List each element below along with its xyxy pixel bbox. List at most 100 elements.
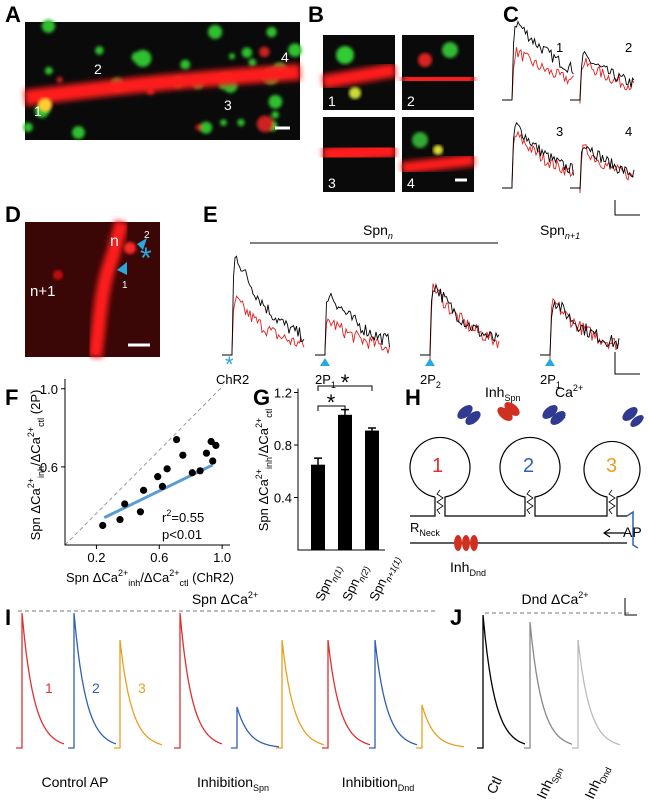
trace xyxy=(502,20,574,101)
spine-label: n+1 xyxy=(30,283,55,300)
receptor xyxy=(497,407,513,421)
panel-letter: B xyxy=(308,2,324,27)
puncta xyxy=(95,46,104,55)
condition-label: InhibitionDnd xyxy=(342,774,415,793)
receptor xyxy=(470,535,478,551)
label: Ca2+ xyxy=(555,383,583,400)
arrowhead xyxy=(545,358,555,366)
x-tick-label: 1.0 xyxy=(213,550,231,565)
condition-label: InhibitionSpn xyxy=(197,774,269,793)
spine-label: 1 xyxy=(328,93,336,109)
channel xyxy=(550,411,566,425)
spine-label: 4 xyxy=(281,49,289,65)
puncta xyxy=(266,26,277,38)
decay-trace xyxy=(524,621,573,749)
spine xyxy=(53,270,63,280)
error-bar xyxy=(314,457,322,465)
puncta xyxy=(220,119,227,126)
label: AP xyxy=(623,524,642,540)
point xyxy=(196,467,204,475)
arrow xyxy=(602,528,626,538)
trace xyxy=(420,282,500,356)
puncta xyxy=(228,53,236,60)
point xyxy=(99,521,107,530)
diagonal xyxy=(64,386,223,546)
stim-label: ChR2 xyxy=(216,372,249,387)
stim-marker: * xyxy=(140,242,152,275)
panel-c: 1 2 3 4 xyxy=(502,20,640,216)
panel-letter: A xyxy=(5,2,21,27)
puncta xyxy=(418,53,432,67)
panel-e: Spnn Spnn+1 * ChR2 2P1 2P2 2P1 xyxy=(216,222,640,390)
channel xyxy=(630,415,644,427)
point xyxy=(202,449,211,457)
spine-label: 4 xyxy=(407,175,415,191)
panel-d: n 2 1 n+1 * xyxy=(25,219,160,358)
panel-letter: C xyxy=(503,2,519,27)
spine-label: 3 xyxy=(328,175,336,191)
puncta xyxy=(72,126,85,139)
spine-label: 3 xyxy=(556,124,563,139)
y-tick-label: 0.4 xyxy=(274,491,292,506)
panel-b: 1 2 3 4 xyxy=(321,35,475,192)
bar xyxy=(338,414,352,550)
puncta xyxy=(349,87,361,99)
point xyxy=(188,469,196,477)
spine-label: n xyxy=(110,233,119,250)
decay-trace xyxy=(477,614,526,749)
decay-trace xyxy=(572,639,621,749)
y-tick-label: 0.6 xyxy=(40,460,58,475)
receptor xyxy=(454,535,462,551)
panel-letter: J xyxy=(450,605,462,630)
bar xyxy=(311,464,325,550)
group-label: Spnn xyxy=(363,222,393,241)
point xyxy=(209,457,217,465)
dendrite xyxy=(322,142,396,163)
annotation: p<0.01 xyxy=(162,527,202,542)
panel-i: Spn ΔCa2+ 1 2 3 Control AP InhibitionSpn… xyxy=(16,590,465,793)
spine-label: 4 xyxy=(625,124,632,139)
panel-letter: E xyxy=(203,202,218,227)
puncta xyxy=(433,145,443,155)
puncta xyxy=(56,76,63,83)
label: InhSpn xyxy=(485,384,520,403)
resistor xyxy=(436,489,616,515)
annotation: r2=0.55 xyxy=(162,508,204,525)
point xyxy=(116,516,124,524)
trace xyxy=(222,255,305,356)
stim-marker: * xyxy=(225,352,234,377)
panel-j: Dnd ΔCa2+ Ctl InhSpn InhDnd xyxy=(477,590,637,801)
scale-bar xyxy=(614,200,640,216)
error-bar xyxy=(368,427,376,431)
point xyxy=(121,500,129,508)
scale-bar xyxy=(624,598,637,616)
dendrite xyxy=(88,219,129,358)
spine-number: 3 xyxy=(606,455,617,477)
label-part: n(2) xyxy=(356,565,372,584)
dendrite xyxy=(401,154,475,174)
panel-letter: F xyxy=(5,385,18,410)
puncta xyxy=(271,111,279,119)
label: RNeck xyxy=(410,520,440,538)
panel-letter: I xyxy=(5,605,11,630)
panel-letter: G xyxy=(253,385,270,410)
spine-label: 3 xyxy=(224,97,232,113)
neuron-outline xyxy=(410,497,436,517)
neuron-outline xyxy=(409,436,641,517)
point xyxy=(136,508,145,516)
decay-trace xyxy=(416,704,465,749)
y-tick-label: 1.2 xyxy=(274,386,292,401)
receptor xyxy=(462,535,470,551)
trace xyxy=(540,300,620,356)
point-label: 2 xyxy=(144,230,150,241)
point xyxy=(163,465,171,473)
panel-letter: H xyxy=(405,385,421,410)
arrowhead xyxy=(425,358,435,366)
panel-title: Spn ΔCa2+ xyxy=(192,590,258,607)
dendrite xyxy=(24,64,301,106)
spine-number: 2 xyxy=(92,680,100,696)
puncta xyxy=(131,52,142,63)
point xyxy=(172,435,181,444)
trace xyxy=(502,47,574,101)
